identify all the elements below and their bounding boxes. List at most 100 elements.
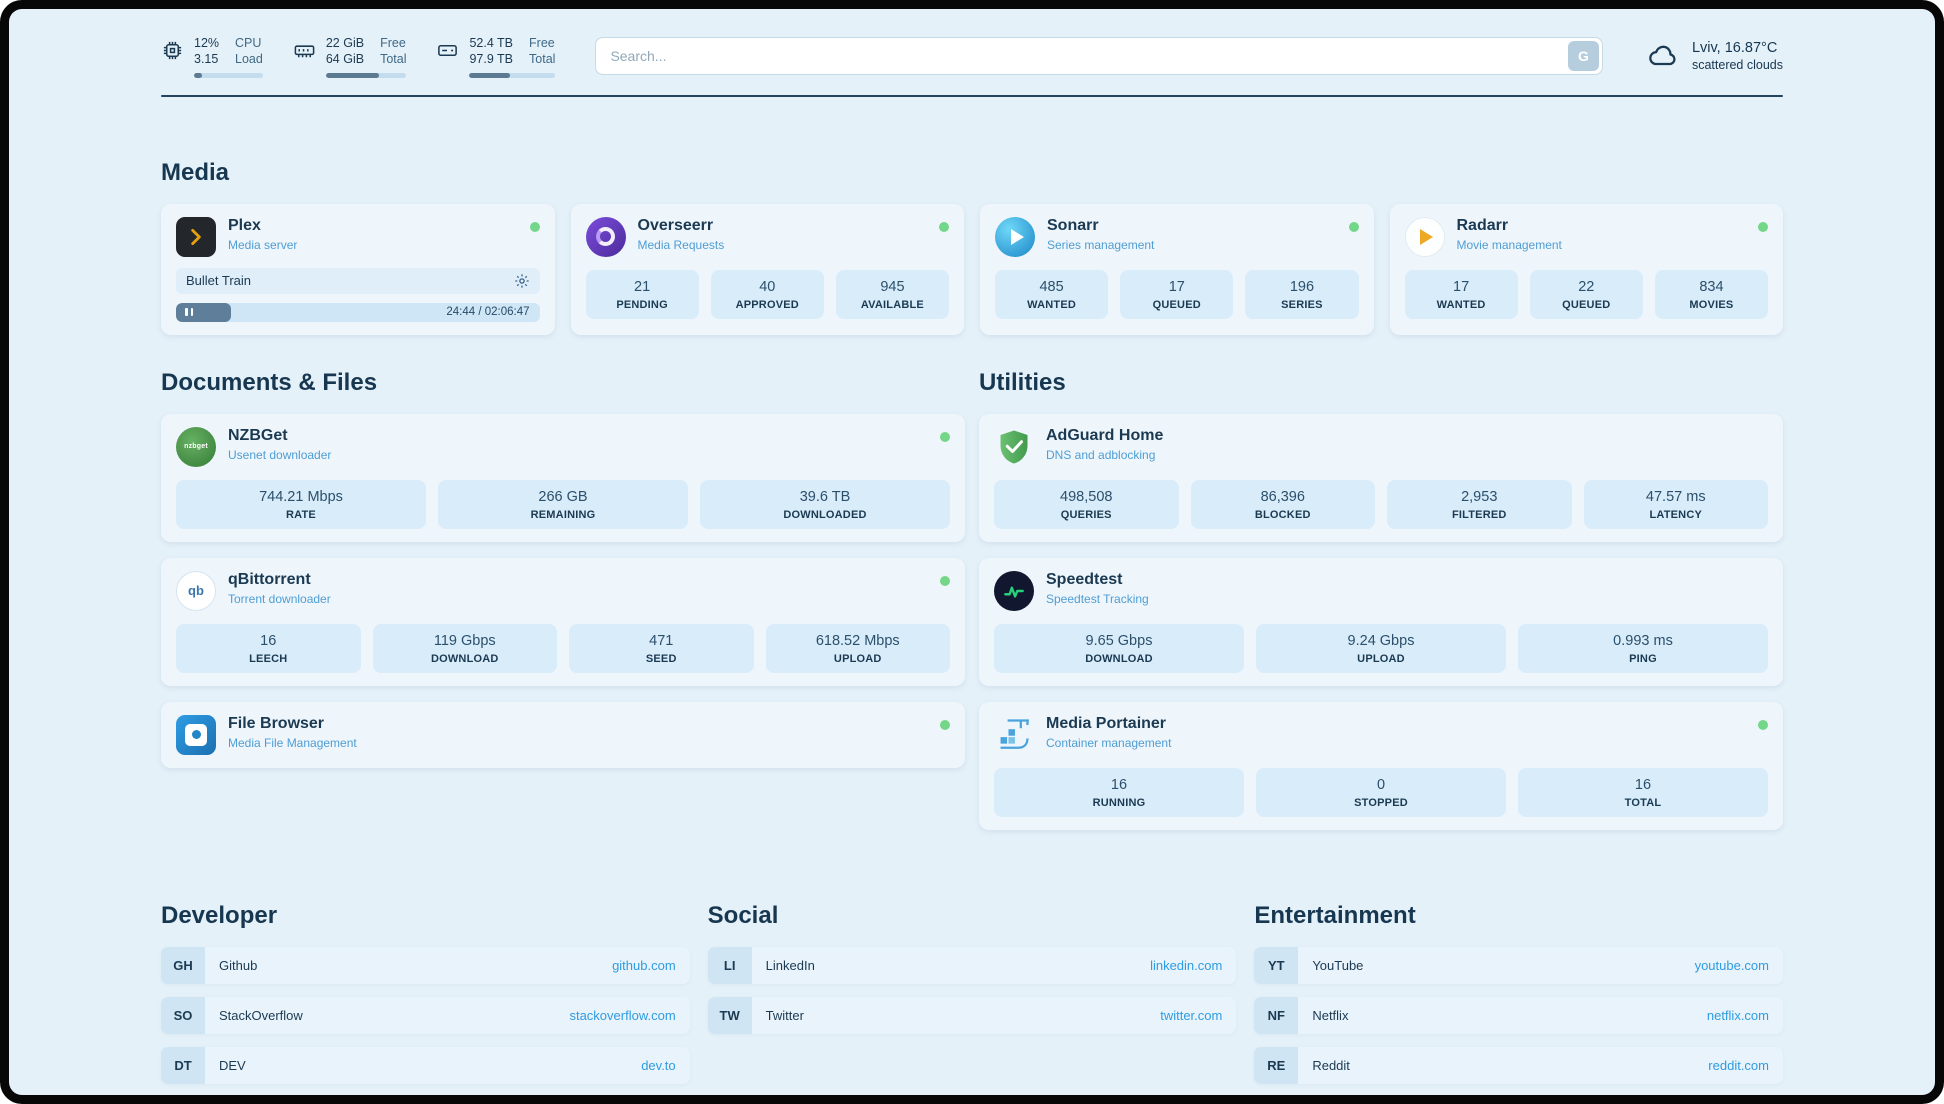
utilities-column: Utilities AdGuard Home <box>979 369 1783 830</box>
bookmark-item-reddit[interactable]: RE Reddit reddit.com <box>1254 1046 1783 1084</box>
stat-label: QUERIES <box>1060 508 1112 521</box>
stat-value: 86,396 <box>1260 488 1305 505</box>
bookmark-name: StackOverflow <box>219 1007 303 1023</box>
bookmark-item-twitter[interactable]: TW Twitter twitter.com <box>707 996 1237 1034</box>
service-name: Media Portainer <box>1046 714 1167 732</box>
service-name: Sonarr <box>1047 216 1099 234</box>
disk-free: 52.4 TB <box>469 36 514 50</box>
service-card-nzbget[interactable]: nzbget NZBGet Usenet downloader 744.21 M… <box>161 413 965 542</box>
stat-label: QUEUED <box>1562 298 1611 311</box>
stat-value: 266 GB <box>538 488 588 505</box>
stat-box: 86,396 BLOCKED <box>1190 479 1375 529</box>
bookmark-name: YouTube <box>1312 957 1364 973</box>
disk-label-total: Total <box>529 52 556 67</box>
disk-usage-bar <box>469 72 556 78</box>
stat-value: 945 <box>880 278 905 295</box>
bookmark-abbr: TW <box>707 996 752 1034</box>
dashboard: 12% 3.15 CPU Load <box>9 9 1935 1095</box>
section-title-developer: Developer <box>161 901 278 929</box>
stat-label: REMAINING <box>530 508 596 521</box>
pause-icon[interactable] <box>176 302 231 322</box>
stat-box: 744.21 Mbps RATE <box>176 479 426 529</box>
stat-value: 9.24 Gbps <box>1347 632 1415 649</box>
stat-label: TOTAL <box>1624 796 1662 809</box>
mem-free: 22 GiB <box>325 36 365 50</box>
cpu-load-value: 3.15 <box>194 52 219 67</box>
speedtest-icon <box>994 570 1034 611</box>
stat-box: 21 PENDING <box>585 269 699 319</box>
bookmark-item-netflix[interactable]: NF Netflix netflix.com <box>1254 996 1783 1034</box>
stat-value: 618.52 Mbps <box>815 632 900 649</box>
main-content: Media Plex Media server Bullet Train <box>9 97 1935 1096</box>
service-card-portainer[interactable]: Media Portainer Container management 16 … <box>979 701 1783 830</box>
service-card-radarr[interactable]: Radarr Movie management 17 WANTED 22 QUE… <box>1389 203 1783 335</box>
service-card-plex[interactable]: Plex Media server Bullet Train <box>161 203 555 335</box>
playback-time: 24:44 / 02:06:47 <box>446 306 530 318</box>
stat-box: 9.24 Gbps UPLOAD <box>1256 623 1506 673</box>
stat-label: MOVIES <box>1689 298 1734 311</box>
service-card-adguard[interactable]: AdGuard Home DNS and adblocking 498,508 … <box>979 413 1783 542</box>
service-description: Torrent downloader <box>228 591 331 606</box>
stat-box: 39.6 TB DOWNLOADED <box>700 479 950 529</box>
service-card-sonarr[interactable]: Sonarr Series management 485 WANTED 17 Q… <box>980 203 1374 335</box>
bookmark-abbr: SO <box>161 996 205 1034</box>
cpu-sublabel: Load <box>235 52 263 67</box>
stat-box: 0.993 ms PING <box>1518 623 1768 673</box>
overseerr-icon <box>585 216 626 257</box>
stat-value: 22 <box>1578 278 1595 295</box>
search-input[interactable] <box>595 37 1603 76</box>
stat-label: STOPPED <box>1354 796 1408 809</box>
search-go-button[interactable]: G <box>1567 41 1599 72</box>
service-description: Series management <box>1047 237 1155 252</box>
status-dot <box>529 221 540 232</box>
media-grid: Plex Media server Bullet Train <box>161 203 1783 335</box>
service-card-qbittorrent[interactable]: qb qBittorrent Torrent downloader 16 LEE… <box>161 557 965 686</box>
header-divider <box>161 94 1783 97</box>
bookmark-item-github[interactable]: GH Github github.com <box>161 946 690 984</box>
playback-progress-bar[interactable]: 24:44 / 02:06:47 <box>176 302 540 322</box>
bookmark-abbr: NF <box>1254 996 1299 1034</box>
sonarr-icon <box>995 216 1035 257</box>
service-name: Plex <box>228 216 261 234</box>
section-title-social: Social <box>707 901 779 929</box>
stat-box: 17 QUEUED <box>1120 269 1234 319</box>
stat-label: WANTED <box>1436 298 1486 311</box>
bookmark-url: youtube.com <box>1694 957 1769 973</box>
bookmark-item-youtube[interactable]: YT YouTube youtube.com <box>1254 946 1783 984</box>
service-card-filebrowser[interactable]: File Browser Media File Management <box>161 701 965 768</box>
bookmark-item-dev[interactable]: DT DEV dev.to <box>161 1046 690 1084</box>
gear-icon[interactable] <box>514 273 530 289</box>
stat-box: 16 RUNNING <box>994 767 1244 817</box>
stat-label: BLOCKED <box>1254 508 1311 521</box>
status-dot <box>939 221 949 232</box>
disk-total: 97.9 TB <box>469 52 514 67</box>
filebrowser-icon <box>176 714 216 755</box>
bookmark-abbr: GH <box>161 946 205 984</box>
section-title-media: Media <box>161 158 230 186</box>
stat-label: PING <box>1629 652 1657 665</box>
stat-box: 834 MOVIES <box>1654 269 1769 319</box>
stat-value: 21 <box>634 278 651 295</box>
bookmark-abbr: DT <box>161 1046 205 1084</box>
service-card-overseerr[interactable]: Overseerr Media Requests 21 PENDING 40 A… <box>570 203 964 335</box>
search-bar: G <box>595 37 1603 76</box>
service-card-speedtest[interactable]: Speedtest Speedtest Tracking 9.65 Gbps D… <box>979 557 1783 686</box>
service-name: Radarr <box>1456 216 1509 234</box>
stat-label: QUEUED <box>1152 298 1201 311</box>
stat-value: 119 Gbps <box>433 632 496 649</box>
section-title-documents: Documents & Files <box>161 368 378 396</box>
bookmark-item-linkedin[interactable]: LI LinkedIn linkedin.com <box>707 946 1237 984</box>
weather-location: Lviv, 16.87°C <box>1691 40 1778 57</box>
stat-box: 266 GB REMAINING <box>438 479 688 529</box>
service-name: qBittorrent <box>228 570 311 588</box>
weather-widget: Lviv, 16.87°C scattered clouds <box>1643 40 1783 72</box>
stat-label: LEECH <box>249 652 288 665</box>
stat-value: 9.65 Gbps <box>1085 632 1153 649</box>
status-dot <box>1758 719 1768 730</box>
stat-value: 498,508 <box>1060 488 1113 505</box>
stat-value: 40 <box>759 278 776 295</box>
stat-value: 196 <box>1289 278 1315 295</box>
stat-value: 39.6 TB <box>799 488 851 505</box>
bookmark-name: Netflix <box>1312 1007 1349 1023</box>
bookmark-item-stackoverflow[interactable]: SO StackOverflow stackoverflow.com <box>161 996 690 1034</box>
